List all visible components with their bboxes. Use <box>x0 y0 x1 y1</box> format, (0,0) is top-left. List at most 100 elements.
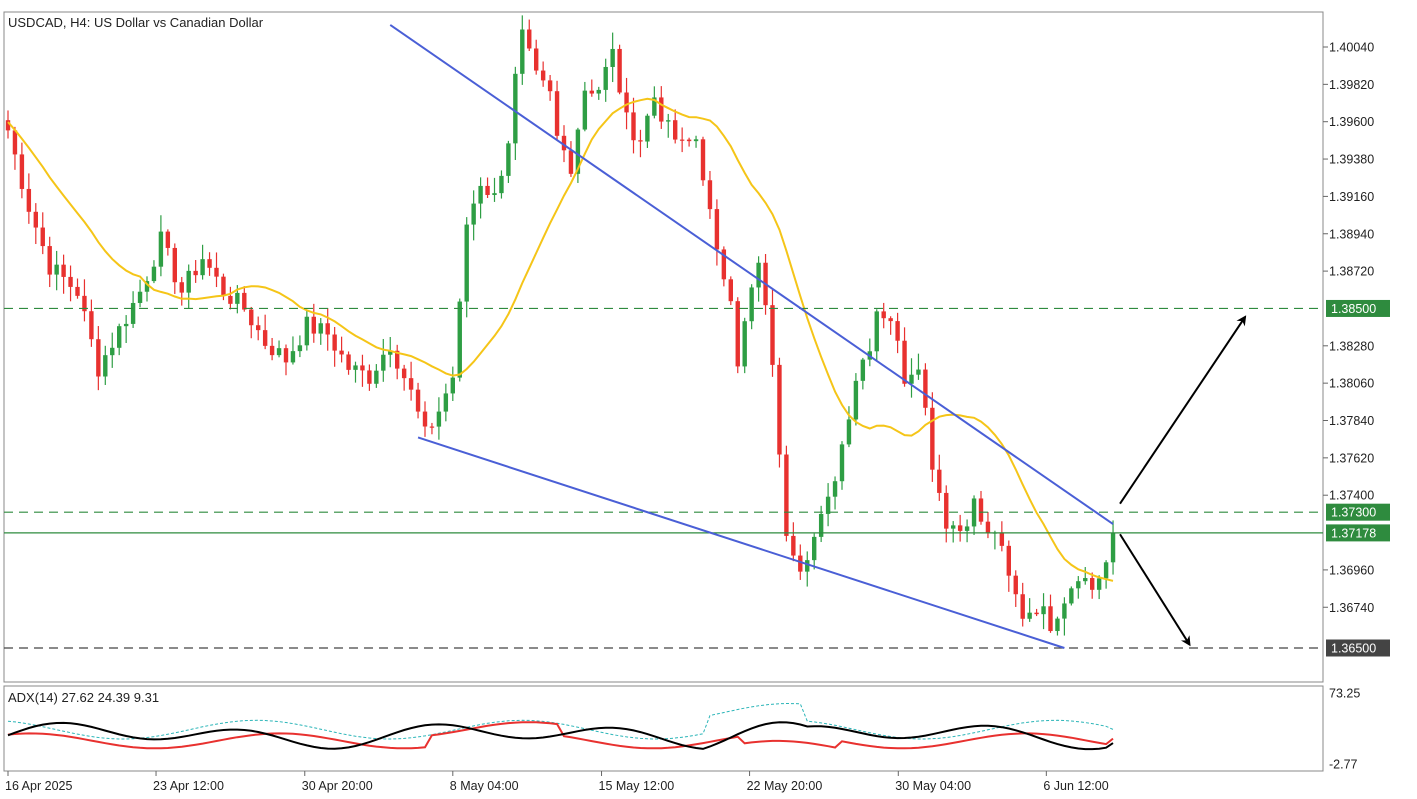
candle <box>568 141 574 177</box>
candle <box>256 316 261 341</box>
candle <box>700 136 706 186</box>
price-tick-label: 1.38280 <box>1329 339 1374 353</box>
candle <box>582 81 588 132</box>
candle <box>401 364 407 391</box>
candle <box>860 357 866 390</box>
candle <box>75 278 80 299</box>
time-tick-label: 8 May 04:00 <box>450 779 519 793</box>
candle <box>853 373 859 426</box>
candle <box>659 86 664 129</box>
price-tick-label: 1.40040 <box>1329 41 1374 55</box>
candle <box>179 276 184 306</box>
candle <box>325 308 330 351</box>
adx-tick-label: 73.25 <box>1329 687 1360 701</box>
candle <box>339 336 344 363</box>
candle <box>96 326 101 391</box>
time-tick-label: 23 Apr 12:00 <box>153 779 224 793</box>
candle <box>12 126 18 170</box>
candle <box>408 361 414 401</box>
candle <box>1041 593 1046 630</box>
candle <box>631 97 636 154</box>
candle <box>603 58 608 102</box>
candle <box>812 533 817 570</box>
time-tick-label: 16 Apr 2025 <box>5 779 72 793</box>
candle <box>304 309 310 351</box>
svg-text:1.36500: 1.36500 <box>1331 642 1376 656</box>
candle <box>269 337 275 361</box>
candle <box>728 276 733 306</box>
adx-label: ADX(14) 27.62 24.39 9.31 <box>8 690 159 705</box>
candle <box>791 522 796 562</box>
candle <box>1006 540 1011 592</box>
candle <box>151 260 157 284</box>
candle <box>82 279 87 322</box>
candle <box>492 177 497 202</box>
price-tick-label: 1.38940 <box>1329 227 1374 241</box>
level-tag-1.36500: 1.36500 <box>1326 639 1390 657</box>
candle <box>547 74 553 101</box>
candle <box>1034 608 1039 617</box>
svg-text:1.38500: 1.38500 <box>1331 302 1376 316</box>
candle <box>450 366 455 401</box>
time-tick-label: 22 May 20:00 <box>747 779 823 793</box>
candle <box>895 312 900 354</box>
candle <box>1020 582 1025 627</box>
candle <box>888 316 893 335</box>
candle <box>714 199 720 266</box>
candle <box>40 212 45 255</box>
time-tick-label: 15 May 12:00 <box>599 779 675 793</box>
price-tick-label: 1.38720 <box>1329 265 1374 279</box>
candle <box>520 15 525 85</box>
candle <box>367 364 372 391</box>
price-tick-label: 1.36960 <box>1329 563 1374 577</box>
candle <box>429 422 435 435</box>
candle <box>923 363 928 416</box>
candle <box>207 252 212 276</box>
level-tag-1.37178: 1.37178 <box>1326 524 1390 542</box>
candle <box>617 44 622 95</box>
candle <box>54 250 59 291</box>
candle <box>707 170 713 219</box>
price-tick-label: 1.39160 <box>1329 190 1374 204</box>
candle <box>464 217 469 318</box>
candle <box>839 441 845 490</box>
candle <box>805 551 810 587</box>
candle <box>1110 520 1116 575</box>
chart-title: USDCAD, H4: US Dollar vs Canadian Dollar <box>8 15 264 30</box>
candle <box>645 113 650 148</box>
candle <box>1069 586 1074 606</box>
candle <box>443 383 449 422</box>
adx-panel-frame <box>3 685 1324 772</box>
candle <box>311 303 316 343</box>
price-tick-label: 1.39380 <box>1329 153 1374 167</box>
candle <box>395 344 400 380</box>
adx-panel: 16 Apr 2025 23 Apr 12:00 30 Apr 20:00 8 May… <box>3 685 1360 793</box>
price-panel: 1.40040 1.39820 1.39600 1.39380 1.39160 1.389… <box>3 11 1390 683</box>
candle <box>422 401 428 437</box>
candle <box>436 397 442 440</box>
price-tick-label: 1.39600 <box>1329 115 1374 129</box>
candle <box>964 519 970 543</box>
candle <box>971 495 977 535</box>
candle <box>832 476 838 510</box>
candle <box>638 129 643 158</box>
candle <box>937 454 942 501</box>
candle <box>742 317 747 374</box>
candle <box>749 284 754 330</box>
candle <box>527 19 532 51</box>
candle <box>499 170 504 199</box>
bullish-arrow <box>1119 315 1247 505</box>
candle <box>415 382 421 419</box>
candle <box>1062 597 1067 636</box>
candle <box>276 340 282 358</box>
adx-minus-di-line <box>7 702 1114 740</box>
candle <box>332 326 337 367</box>
candle <box>33 203 38 245</box>
candle <box>589 79 594 97</box>
candle <box>902 327 907 387</box>
candle <box>513 66 518 160</box>
time-tick-label: 30 May 04:00 <box>895 779 971 793</box>
level-tag-1.38500: 1.38500 <box>1326 299 1390 317</box>
adx-tick-label: -2.77 <box>1329 758 1358 772</box>
